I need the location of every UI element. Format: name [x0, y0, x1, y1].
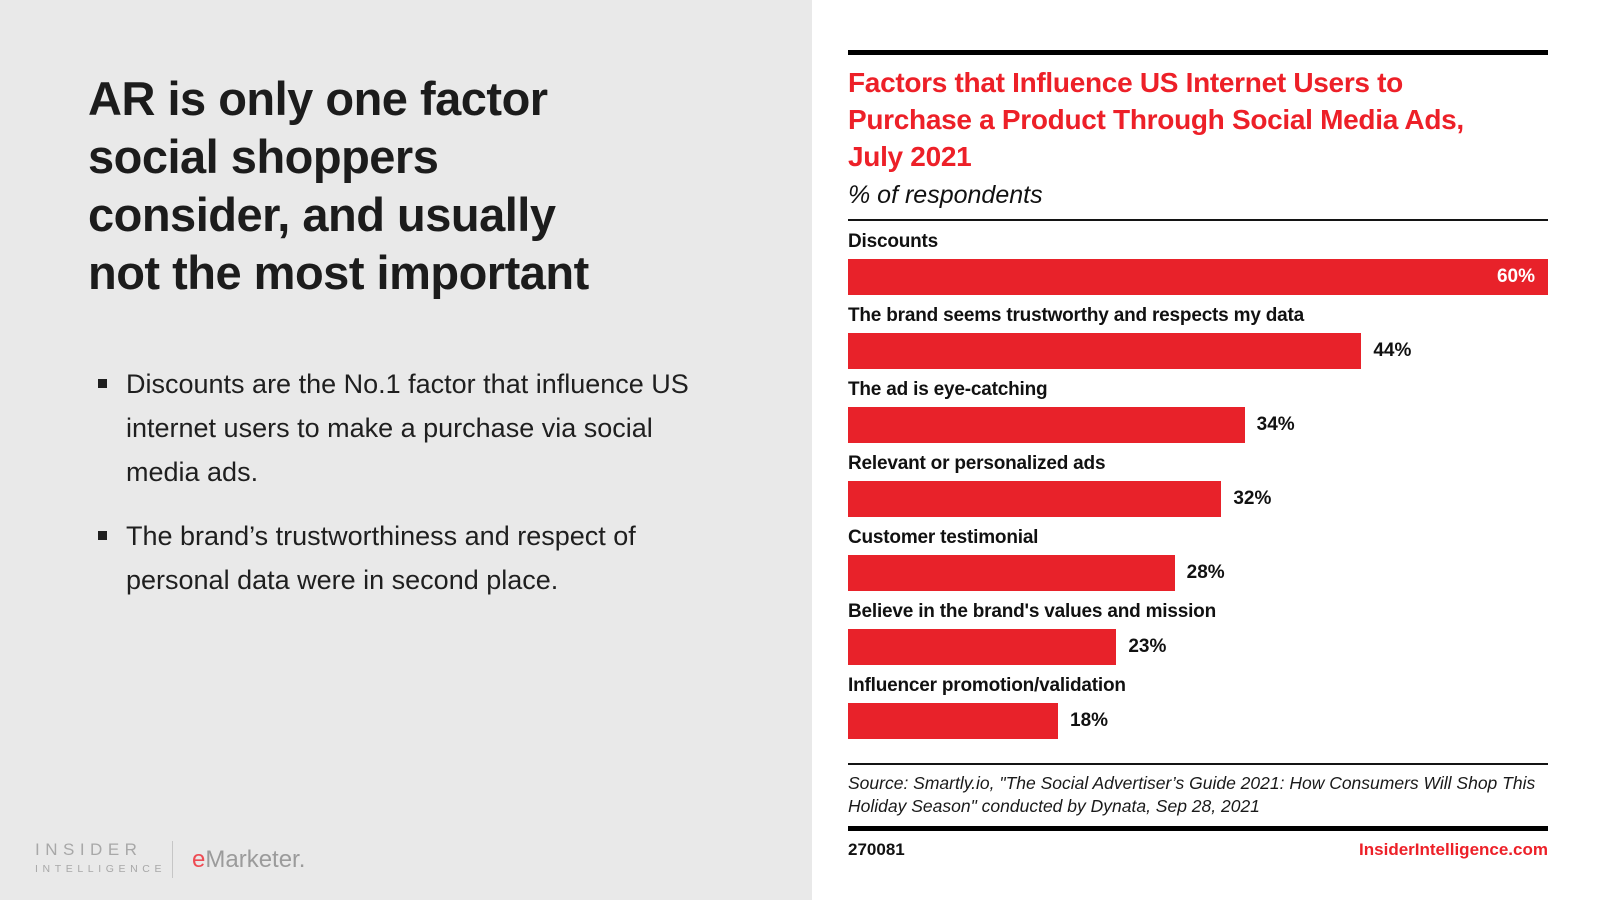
insider-logo-line1: INSIDER	[35, 840, 143, 859]
bar-row: The brand seems trustworthy and respects…	[848, 295, 1548, 369]
emarketer-logo: eMarketer.	[192, 846, 305, 874]
bar-value-label: 23%	[1128, 636, 1167, 657]
chart-title-line-3: July 2021	[848, 141, 972, 172]
square-bullet-icon	[98, 379, 107, 388]
bar-track: 34%	[848, 407, 1548, 443]
bar-row: Influencer promotion/validation 18%	[848, 665, 1548, 739]
bar-track: 18%	[848, 703, 1548, 739]
source-rule	[848, 763, 1548, 765]
bar-category-label: Relevant or personalized ads	[848, 453, 1106, 474]
emarketer-logo-text: Marketer.	[205, 846, 306, 873]
bar-value-label: 28%	[1186, 562, 1225, 583]
left-panel: AR is only one factor social shoppers co…	[0, 0, 812, 900]
source-note: Source: Smartly.io, "The Social Advertis…	[848, 773, 1536, 816]
bar-track: 60%	[848, 259, 1548, 295]
headline-line-1: AR is only one factor	[88, 72, 548, 125]
insider-intelligence-logo: INSIDER INTELLIGENCE	[35, 840, 166, 875]
bar-category-label: The brand seems trustworthy and respects…	[848, 305, 1305, 326]
bullet-item: The brand’s trustworthiness and respect …	[98, 514, 703, 602]
bar-row: Believe in the brand's values and missio…	[848, 591, 1548, 665]
bar-fill	[848, 703, 1058, 739]
bar-track: 23%	[848, 629, 1548, 665]
bar-value-label: 34%	[1256, 414, 1295, 435]
bar-category-label: Discounts	[848, 231, 939, 252]
bar-row: Relevant or personalized ads 32%	[848, 443, 1548, 517]
chart-bottom-rule	[848, 826, 1548, 831]
bullet-text: Discounts are the No.1 factor that influ…	[126, 369, 689, 487]
bar-category-label: Customer testimonial	[848, 527, 1039, 548]
bar-category-label: The ad is eye-catching	[848, 379, 1048, 400]
bar-row: Customer testimonial 28%	[848, 517, 1548, 591]
bar-value-label: 32%	[1233, 488, 1272, 509]
bar-fill	[848, 481, 1222, 517]
bar-track: 44%	[848, 333, 1548, 369]
bar-track: 28%	[848, 555, 1548, 591]
headline-line-3: consider, and usually	[88, 188, 556, 241]
chart-card: Factors that Influence US Internet Users…	[848, 0, 1548, 860]
insider-intelligence-link[interactable]: InsiderIntelligence.com	[1359, 840, 1548, 859]
bar-chart: Discounts 60% The brand seems trustworthy …	[848, 221, 1548, 739]
bar-value-label: 18%	[1070, 710, 1109, 731]
bar-fill	[848, 555, 1175, 591]
bullet-text: The brand’s trustworthiness and respect …	[126, 521, 636, 595]
bar-fill	[848, 407, 1245, 443]
bar-fill: 60%	[848, 259, 1548, 295]
bar-row: Discounts 60%	[848, 221, 1548, 295]
bar-fill	[848, 333, 1362, 369]
bar-value-label: 60%	[1496, 266, 1535, 287]
chart-footer: 270081 InsiderIntelligence.com	[848, 840, 1548, 860]
chart-title-line-2: Purchase a Product Through Social Media …	[848, 104, 1464, 135]
chart-header-rule	[848, 219, 1548, 221]
bar-track: 32%	[848, 481, 1548, 517]
bar-category-label: Believe in the brand's values and missio…	[848, 601, 1216, 622]
headline-line-4: not the most important	[88, 246, 589, 299]
chart-top-rule	[848, 50, 1548, 55]
emarketer-logo-e: e	[192, 846, 206, 873]
bar-value-label: 44%	[1373, 340, 1412, 361]
bar-row: The ad is eye-catching 34%	[848, 369, 1548, 443]
chart-subtitle: % of respondents	[848, 181, 1043, 209]
slide-headline: AR is only one factor social shoppers co…	[88, 70, 688, 302]
logo-divider	[172, 841, 173, 878]
chart-id: 270081	[848, 840, 905, 859]
headline-line-2: social shoppers	[88, 130, 439, 183]
chart-title: Factors that Influence US Internet Users…	[848, 64, 1548, 175]
insider-logo-line2: INTELLIGENCE	[35, 863, 167, 875]
bar-category-label: Influencer promotion/validation	[848, 675, 1126, 696]
bar-fill	[848, 629, 1117, 665]
bullet-item: Discounts are the No.1 factor that influ…	[98, 362, 703, 494]
bullet-list: Discounts are the No.1 factor that influ…	[98, 362, 703, 622]
chart-title-line-1: Factors that Influence US Internet Users…	[848, 67, 1403, 98]
square-bullet-icon	[98, 531, 107, 540]
